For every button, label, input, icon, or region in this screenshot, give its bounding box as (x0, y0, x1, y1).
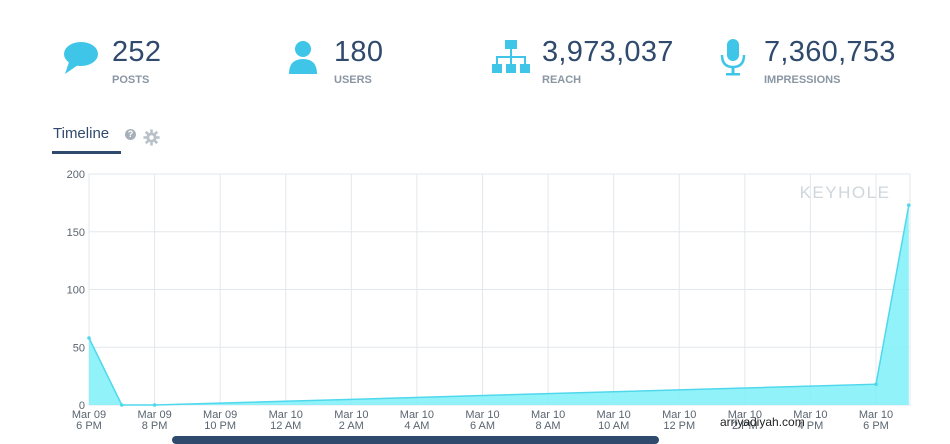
posts-count: 252 (112, 36, 162, 68)
data-point (87, 336, 91, 340)
y-tick-label: 150 (67, 227, 85, 239)
series-area (89, 205, 909, 405)
user-icon (289, 41, 317, 74)
reach-label: REACH (542, 74, 582, 86)
users-count: 180 (334, 36, 384, 68)
x-tick-label: Mar 10 12 AM (269, 409, 303, 432)
x-tick-label: Mar 10 12 PM (662, 409, 696, 432)
tab-active-underline (52, 151, 121, 154)
timeline-chart: 0 50 100 150 200 Mar 09 6 PM Mar 09 8 PM Mar 09 1… (67, 169, 911, 432)
x-tick-label: Mar 10 2 PM (728, 409, 762, 432)
reach-count: 3,973,037 (542, 36, 674, 68)
x-tick-label: Mar 10 4 PM (793, 409, 827, 432)
y-axis: 0 50 100 150 200 (67, 169, 85, 412)
gear-icon[interactable] (143, 129, 160, 146)
data-point (906, 203, 911, 207)
sitemap-icon (492, 40, 530, 73)
series-points (87, 203, 911, 407)
chart-grid (88, 173, 911, 406)
impressions-label: IMPRESSIONS (764, 74, 841, 86)
keyhole-logo: KEYHOLE (800, 183, 891, 202)
impressions-count: 7,360,753 (764, 36, 896, 68)
y-tick-label: 50 (73, 342, 85, 354)
x-tick-label: Mar 09 6 PM (72, 409, 106, 432)
data-point (874, 382, 878, 387)
x-tick-label: Mar 09 8 PM (137, 409, 171, 432)
posts-label: POSTS (112, 74, 150, 86)
tab-timeline[interactable]: Timeline (53, 125, 110, 142)
help-icon[interactable]: ? (125, 129, 136, 140)
x-tick-label: Mar 10 6 AM (465, 409, 499, 432)
stats-bar: 252 POSTS 180 USERS 3,973,037 REACH (0, 0, 950, 110)
series-line (88, 205, 910, 406)
x-tick-label: Mar 10 10 AM (597, 409, 631, 432)
x-tick-label: Mar 10 6 PM (859, 409, 893, 432)
bottom-scrollbar[interactable] (172, 436, 659, 444)
x-tick-label: Mar 10 2 AM (334, 409, 368, 432)
x-axis: Mar 09 6 PM Mar 09 8 PM Mar 09 10 PM Mar 10 12 … (72, 409, 893, 432)
data-point (119, 403, 124, 407)
y-tick-label: 0 (79, 400, 85, 412)
y-tick-label: 200 (67, 169, 85, 181)
microphone-icon (720, 39, 746, 76)
speech-bubble-icon (64, 42, 98, 74)
data-point (152, 403, 157, 407)
x-tick-label: Mar 10 4 AM (400, 409, 434, 432)
watermark: arriyadiyah.com (720, 415, 805, 429)
x-tick-label: Mar 09 10 PM (203, 409, 237, 432)
users-label: USERS (334, 74, 372, 86)
y-tick-label: 100 (67, 285, 85, 297)
x-tick-label: Mar 10 8 AM (531, 409, 565, 432)
